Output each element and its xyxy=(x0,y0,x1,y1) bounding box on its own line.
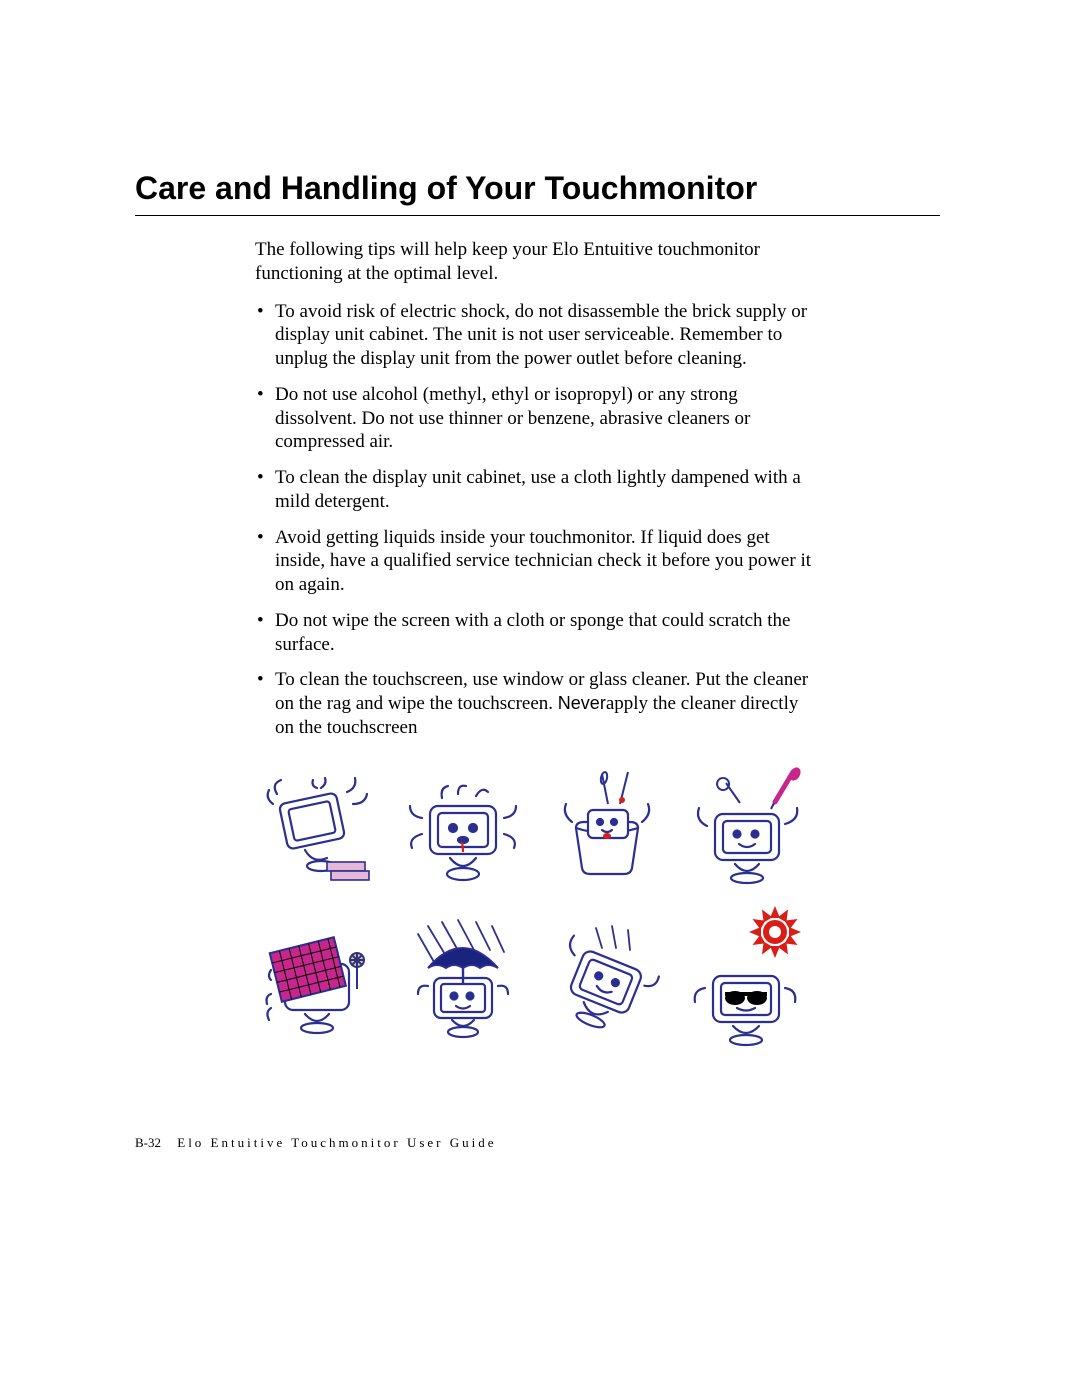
illo-dont-wet xyxy=(398,920,528,1040)
illo-dont-service xyxy=(685,770,815,890)
tip-item: To clean the display unit cabinet, use a… xyxy=(255,466,815,514)
illo-dont-tilt xyxy=(542,920,672,1040)
illo-dont-pierce xyxy=(542,770,672,890)
illustrations-grid xyxy=(255,770,815,1040)
tip-item: To avoid risk of electric shock, do not … xyxy=(255,300,815,371)
page-title: Care and Handling of Your Touchmonitor xyxy=(135,170,940,207)
illustration-row xyxy=(255,920,815,1040)
title-rule xyxy=(135,215,940,216)
intro-paragraph: The following tips will help keep your E… xyxy=(255,238,815,286)
tip-item: To clean the touchscreen, use window or … xyxy=(255,668,815,739)
footer-page-number: B-32 xyxy=(135,1135,161,1150)
page-footer: B-32 Elo Entuitive Touchmonitor User Gui… xyxy=(135,1135,497,1151)
illo-dont-shock xyxy=(398,770,528,890)
footer-guide-name: Elo Entuitive Touchmonitor User Guide xyxy=(177,1135,496,1150)
illustration-row xyxy=(255,770,815,890)
tip-item: Avoid getting liquids inside your touchm… xyxy=(255,526,815,597)
illo-dont-cover xyxy=(255,920,385,1040)
illo-dont-drop xyxy=(255,770,385,890)
tip-item: Do not use alcohol (methyl, ethyl or iso… xyxy=(255,383,815,454)
tip-item: Do not wipe the screen with a cloth or s… xyxy=(255,609,815,657)
tips-list: To avoid risk of electric shock, do not … xyxy=(255,300,815,740)
never-word: Never xyxy=(558,693,606,713)
illo-dont-sun xyxy=(685,920,815,1040)
